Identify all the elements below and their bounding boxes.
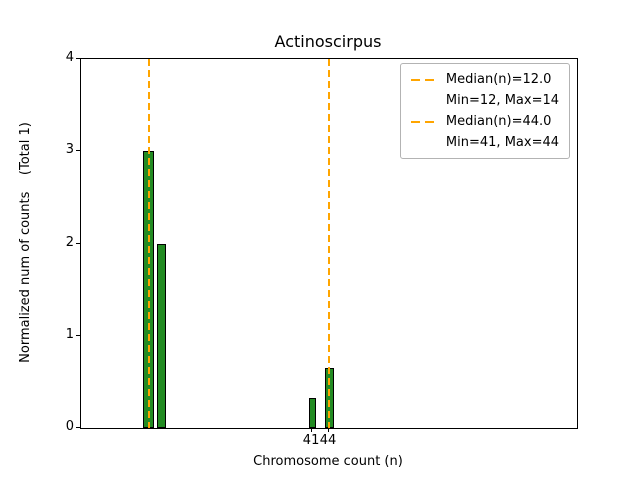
- y-tick-mark: [76, 58, 80, 59]
- legend-entry: Median(n)=12.0: [410, 70, 559, 89]
- legend-label: Median(n)=12.0: [445, 72, 552, 87]
- legend-sublabel: Min=12, Max=14: [445, 93, 559, 108]
- legend-sample-spacer: [411, 142, 438, 144]
- legend-sample-spacer: [411, 100, 438, 102]
- histogram-bar: [157, 243, 166, 428]
- x-axis-label: Chromosome count (n): [253, 454, 403, 469]
- legend-label: Median(n)=44.0: [445, 114, 552, 129]
- x-tick-label: 41: [302, 433, 320, 448]
- dashed-line-sample: [410, 78, 438, 81]
- x-tick-mark: [328, 428, 329, 432]
- x-tick-label: 44: [319, 433, 337, 448]
- legend-entry: Median(n)=44.0: [410, 112, 559, 131]
- plot-area: [80, 58, 578, 429]
- chart-title: Actinoscirpus: [274, 32, 382, 51]
- histogram-bar: [309, 397, 317, 428]
- y-tick-mark: [76, 334, 80, 336]
- legend-sublabel: Min=41, Max=44: [445, 135, 559, 150]
- legend: Median(n)=12.0 Min=12, Max=14 Median(n)=44…: [399, 63, 570, 159]
- y-tick-mark: [76, 242, 80, 244]
- y-tick-label: 1: [65, 326, 74, 342]
- y-tick-label: 0: [65, 419, 74, 434]
- y-tick-label: 2: [65, 234, 74, 250]
- x-tick-mark: [311, 428, 313, 432]
- y-axis-label: Normalized num of counts (Total 1): [18, 122, 33, 363]
- y-tick-label: 3: [65, 142, 74, 158]
- dashed-line-sample: [410, 120, 438, 123]
- median-line: [147, 59, 150, 428]
- y-tick-mark: [76, 150, 80, 152]
- legend-entry: Min=12, Max=14: [411, 91, 559, 110]
- legend-entry: Min=41, Max=44: [411, 133, 559, 152]
- median-line: [328, 59, 330, 428]
- y-tick-mark: [76, 427, 80, 428]
- y-tick-label: 4: [65, 50, 74, 65]
